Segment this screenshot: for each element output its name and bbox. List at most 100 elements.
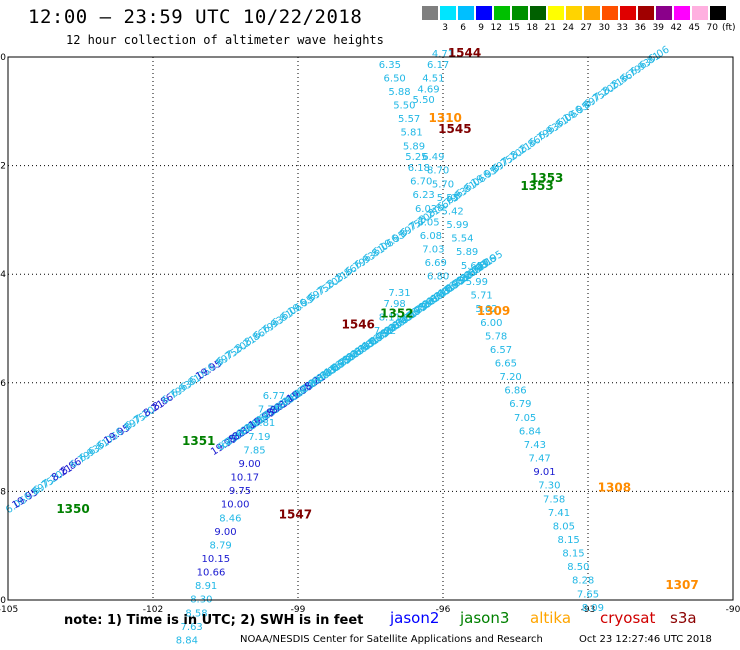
plot-frame [7, 56, 734, 601]
colorbar-label: 12 [490, 23, 502, 33]
swh-value: 6.65 [495, 359, 517, 370]
footer-note: note: 1) Time is in UTC; 2) SWH is in fe… [64, 613, 364, 628]
colorbar-swatch [440, 6, 457, 20]
swh-value: 7.03 [422, 244, 444, 255]
track-1546: 7.317.98 8.11 7.02 [374, 288, 411, 337]
colorbar-label: 70 [706, 23, 718, 33]
x-tick-label: -90 [726, 605, 740, 615]
swh-value: 5.62 [475, 304, 497, 315]
colorbar-label: 30 [598, 23, 610, 33]
colorbar-label: 21 [544, 23, 556, 33]
swh-value: 6.86 [504, 386, 526, 397]
colorbar-swatch [422, 6, 439, 20]
altimeter-tracks: 4.716.174.514.695.506.356.505.885.505.57… [4, 44, 672, 646]
swh-value: 10.15 [202, 554, 231, 565]
swh-value: 5.89 [456, 247, 478, 258]
track-1547: 6.77 7.75 7.81 7.19 7.85 9.00 10.17 9.75 10.00 8.… [176, 391, 285, 646]
track-id-label: 1352 [380, 307, 413, 321]
colorbar-label: 6 [460, 23, 466, 33]
track-id-label: 1350 [56, 502, 89, 516]
swh-value: 9.75 [229, 486, 251, 497]
swh-value: 10.66 [197, 568, 226, 579]
swh-value: 8.58 [185, 608, 207, 619]
swh-value: 6.06 [647, 44, 672, 65]
track-id-label: 1544 [448, 46, 481, 60]
swh-value: 6.23 [413, 190, 435, 201]
swh-value: 7.58 [543, 494, 565, 505]
swh-value: 6.49 [422, 152, 444, 163]
swh-value: 6.57 [490, 345, 512, 356]
swh-value: 5.88 [388, 87, 410, 98]
colorbar-swatch [710, 6, 727, 20]
grid-lines [8, 57, 733, 600]
colorbar-label: 15 [508, 23, 520, 33]
colorbar-swatch [584, 6, 601, 20]
colorbar-label: 9 [478, 23, 484, 33]
swh-value: 6.77 [263, 391, 285, 402]
swh-value: 7.98 [384, 299, 406, 310]
track-1544: 4.716.17 4.514.695.50 [413, 49, 455, 106]
swh-value: 7.05 [514, 413, 536, 424]
swh-value: 8.84 [176, 635, 198, 646]
track-1308: 7.30 7.58 7.41 8.05 8.15 8.15 8.50 8.28 [538, 481, 594, 587]
swh-value: 5.70 [432, 179, 454, 190]
swh-value: 8.09 [582, 603, 604, 614]
satellite-jason2: jason2 [390, 609, 440, 627]
swh-value: 5.50 [413, 95, 435, 106]
swh-value: 5.25 [405, 152, 427, 163]
satellite-cryosat: cryosat [600, 609, 656, 627]
swh-value: 7.43 [524, 440, 546, 451]
swh-value: 6.18 [408, 163, 430, 174]
track-id-label: 1547 [279, 508, 312, 522]
swh-value: 8.50 [567, 562, 589, 573]
colorbar-swatch [674, 6, 691, 20]
colorbar-label: 33 [616, 23, 628, 33]
page-subtitle: 12 hour collection of altimeter wave hei… [66, 33, 384, 47]
x-tick-label: -105 [0, 605, 18, 615]
swh-value: 6.08 [420, 231, 442, 242]
page-title: 12:00 – 23:59 UTC 10/22/2018 [28, 6, 363, 28]
swh-value: 7.65 [577, 589, 599, 600]
swh-value: 7.81 [253, 418, 275, 429]
track-1545: 6.356.505.885.505.575.815.895.256.186.70… [379, 60, 450, 283]
colorbar-swatch [638, 6, 655, 20]
swh-value: 8.05 [553, 521, 575, 532]
colorbar-label: 27 [580, 23, 592, 33]
axis-tick-labels: -105 -102 -99 -96 -93 -90 -50 -52 -54 -56 -58 -60 [0, 53, 740, 615]
swh-value: 8.11 [379, 312, 401, 323]
y-tick-label: -56 [0, 379, 6, 389]
swh-value: 5.89 [403, 141, 425, 152]
track-id-label: 1546 [342, 318, 375, 332]
swh-value: 5.71 [471, 291, 493, 302]
y-tick-label: -54 [0, 270, 6, 280]
track-1307: 7.65 8.09 [577, 589, 604, 614]
colorbar-swatch [566, 6, 583, 20]
swh-value: 5.99 [466, 277, 488, 288]
colorbar-swatch [512, 6, 529, 20]
colorbar-swatch [458, 6, 475, 20]
track-id-label: 1309 [477, 304, 510, 318]
swh-value: 5.99 [446, 220, 468, 231]
swh-value: 8.91 [195, 581, 217, 592]
swh-value: 7.47 [529, 454, 551, 465]
colorbar-swatch [530, 6, 547, 20]
colorbar-swatch [476, 6, 493, 20]
swh-value: 5.65 [461, 261, 483, 272]
track-jason3-diagonal: 6.0619.956.896.757.208.218.866.796.936.8… [4, 44, 672, 516]
swh-value: 7.30 [538, 481, 560, 492]
swh-value: 7.75 [258, 405, 280, 416]
swh-value: 5.42 [442, 206, 464, 217]
colorbar-label: 45 [688, 23, 700, 33]
swh-value: 7.85 [243, 445, 265, 456]
track-id-label: 1307 [665, 578, 698, 592]
colorbar-label: 18 [526, 23, 538, 33]
swh-value: 4.51 [422, 73, 444, 84]
swh-value: 7.02 [374, 326, 396, 337]
track-1309: 5.99 5.71 5.62 6.00 5.78 6.57 6.65 7.20 6.86 6.79… [466, 277, 556, 478]
colorbar-label: 36 [634, 23, 646, 33]
track-id-label: 1353 [530, 171, 563, 185]
swh-value: 6.50 [384, 73, 406, 84]
swh-value: 6.17 [427, 60, 449, 71]
